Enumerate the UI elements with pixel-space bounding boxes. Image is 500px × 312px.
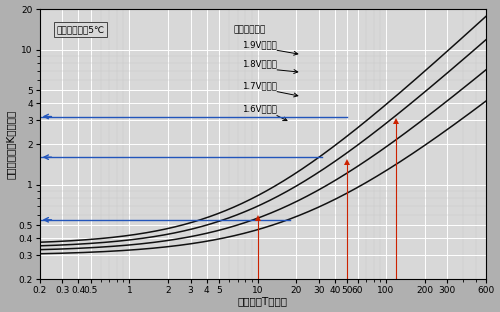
X-axis label: 放電時間T（分）: 放電時間T（分） — [238, 296, 288, 306]
Text: 許容最低電圧: 許容最低電圧 — [234, 25, 266, 34]
Text: 1.6V／セル: 1.6V／セル — [242, 104, 276, 113]
Text: 1.9V／セル: 1.9V／セル — [242, 40, 276, 49]
Text: 1.8V／セル: 1.8V／セル — [242, 60, 276, 69]
Text: 1.7V／セル: 1.7V／セル — [242, 81, 276, 90]
Text: 蓄電池温度：5℃: 蓄電池温度：5℃ — [56, 25, 104, 34]
Y-axis label: 容量換算時間K（時間）: 容量換算時間K（時間） — [6, 110, 16, 179]
